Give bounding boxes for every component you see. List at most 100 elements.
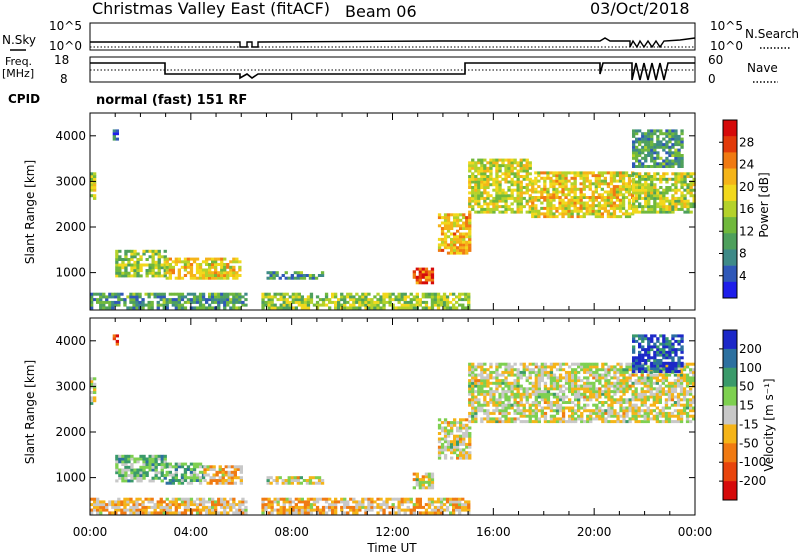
power-heatmap-cell [507,188,511,192]
velocity-heatmap-cell [670,403,675,407]
velocity-heatmap-cell [571,411,575,415]
power-heatmap-cell [118,271,122,275]
plot-title: Christmas Valley East (fitACF) [92,0,330,18]
power-heatmap-cell [165,263,169,266]
velocity-heatmap-cell [151,460,155,464]
velocity-heatmap-cell [415,505,419,509]
power-heatmap-cell [674,132,678,136]
velocity-heatmap-cell [217,503,221,507]
power-heatmap-cell [349,292,353,296]
velocity-heatmap-cell [571,406,575,410]
velocity-heatmap-cell [90,399,94,403]
velocity-heatmap-cell [483,392,487,396]
velocity-heatmap-cell [607,387,611,391]
velocity-heatmap-cell [90,377,94,381]
velocity-heatmap-cell [281,479,285,482]
power-heatmap-cell [579,182,583,186]
velocity-heatmap-cell [133,474,137,477]
velocity-heatmap-cell [640,409,644,413]
velocity-heatmap-cell [616,414,620,418]
time-tick-label: 04:00 [174,525,209,539]
velocity-heatmap-cell [294,497,298,501]
power-heatmap-cell [668,154,672,157]
velocity-heatmap-cell [507,370,511,374]
power-heatmap-cell [433,298,438,302]
velocity-heatmap-cell [589,368,593,372]
velocity-heatmap-cell [574,370,578,374]
velocity-heatmap-cell [589,373,593,377]
velocity-heatmap-cell [692,417,696,421]
velocity-heatmap-cell [462,418,466,422]
velocity-heatmap-cell [682,392,687,396]
power-heatmap-cell [662,143,666,147]
power-heatmap-cell [671,129,675,133]
power-heatmap-cell [641,175,645,178]
velocity-heatmap-cell [129,497,133,501]
velocity-heatmap-cell [507,362,511,366]
velocity-heatmap-cell [622,409,626,413]
velocity-heatmap-cell [468,456,472,460]
velocity-heatmap-cell [622,368,626,372]
power-colorbar-swatch [723,233,737,250]
velocity-heatmap-cell [135,505,139,509]
velocity-heatmap-cell [568,398,572,402]
power-heatmap-cell [677,172,681,176]
power-heatmap-cell [650,180,654,184]
velocity-heatmap-cell [334,497,338,501]
velocity-heatmap-cell [215,481,219,485]
velocity-heatmap-cell [205,508,209,512]
power-heatmap-cell [456,237,460,241]
power-heatmap-cell [468,177,472,181]
velocity-heatmap-cell [233,476,237,480]
velocity-heatmap-cell [403,497,407,501]
velocity-heatmap-cell [680,334,684,338]
velocity-heatmap-cell [625,411,629,415]
velocity-heatmap-cell [139,479,143,483]
power-heatmap-cell [403,295,407,299]
velocity-heatmap-cell [595,365,599,369]
velocity-heatmap-cell [132,511,136,515]
power-heatmap-cell [436,306,441,310]
power-heatmap-cell [223,265,227,269]
power-heatmap-cell [424,270,429,274]
velocity-heatmap-cell [540,362,544,366]
power-heatmap-cell [632,202,636,206]
power-heatmap-cell [465,246,469,250]
velocity-heatmap-cell [580,395,584,399]
velocity-heatmap-cell [450,448,454,452]
velocity-heatmap-cell [589,420,593,424]
velocity-heatmap-cell [264,505,268,509]
velocity-heatmap-cell [649,370,653,374]
power-heatmap-cell [261,298,265,302]
power-heatmap-cell [615,215,620,219]
power-heatmap-cell [201,292,206,296]
velocity-heatmap-cell [418,478,422,482]
velocity-heatmap-cell [440,437,445,441]
power-heatmap-cell [163,255,167,259]
velocity-heatmap-cell [489,420,493,424]
velocity-heatmap-cell [115,463,119,466]
power-heatmap-cell [121,260,125,264]
power-heatmap-cell [337,306,341,310]
velocity-heatmap-cell [655,392,659,396]
power-heatmap-cell [632,145,636,149]
power-heatmap-cell [582,171,586,175]
power-heatmap-cell [471,207,475,211]
velocity-heatmap-cell [136,460,140,464]
power-heatmap-cell [627,176,632,180]
power-ytick-label: 2000 [55,220,86,234]
velocity-heatmap-cell [462,437,466,441]
power-heatmap-cell [151,274,155,278]
power-heatmap-cell [208,292,212,296]
velocity-heatmap-cell [291,505,295,509]
power-heatmap-cell [453,213,457,217]
velocity-heatmap-cell [583,365,587,369]
power-heatmap-cell [285,306,289,310]
velocity-heatmap-cell [154,454,158,458]
power-heatmap-cell [208,271,212,275]
power-heatmap-cell [631,193,635,197]
nsky-trace [90,37,696,49]
velocity-heatmap-cell [537,390,541,394]
velocity-heatmap-cell [692,370,696,374]
power-heatmap-cell [154,271,158,275]
